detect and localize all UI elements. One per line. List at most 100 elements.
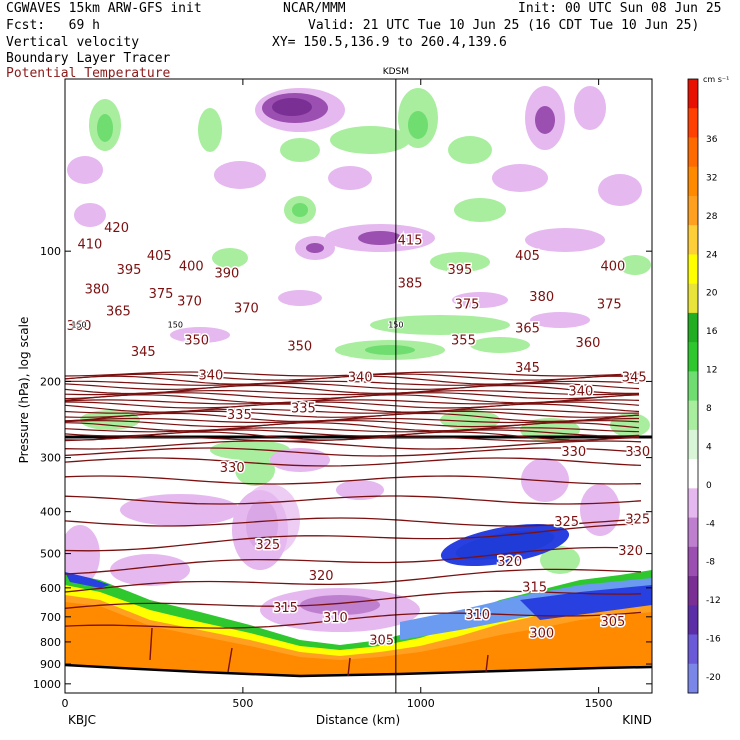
theta-label: 410	[77, 238, 102, 253]
x-tick-label: 1000	[407, 697, 435, 710]
colorbar-label: 4	[706, 442, 712, 452]
theta-label: 320	[309, 569, 334, 584]
colorbar-swatch	[688, 488, 698, 518]
xy-coords: XY= 150.5,136.9 to 260.4,139.6	[272, 35, 507, 50]
y-tick-label: 600	[40, 582, 61, 595]
theta-label: 305	[369, 634, 394, 649]
theta-label: 385	[398, 276, 423, 291]
theta-label: 365	[515, 321, 540, 336]
theta-label: 405	[515, 249, 540, 264]
theta-label: 365	[106, 304, 131, 319]
colorbar-label: 16	[706, 327, 718, 337]
x-tick-label: 0	[62, 697, 69, 710]
theta-line	[65, 436, 640, 442]
colorbar-swatch	[688, 342, 698, 372]
colorbar-swatch	[688, 79, 698, 109]
x-axis: 0 500 1000 1500	[62, 79, 613, 710]
colorbar-swatch	[688, 634, 698, 665]
colorbar-swatch	[688, 400, 698, 431]
x-axis-label: Distance (km)	[316, 713, 400, 727]
right-station-label: KIND	[622, 713, 652, 727]
colorbar-label: 8	[706, 404, 712, 414]
y-tick-label: 200	[40, 375, 61, 388]
colorbar-label: 36	[706, 135, 718, 145]
colorbar-label: -12	[706, 596, 721, 606]
theta-label: 325	[554, 515, 579, 530]
theta-label: 320	[618, 544, 643, 559]
theta-line	[65, 380, 640, 386]
colorbar: -20 -16 -12 -8 -4 0 4 8 12 16 20 24 28 32 36	[687, 78, 721, 694]
theta-label: 330	[625, 445, 650, 460]
theta-label: 325	[255, 538, 280, 553]
theta-label: 355	[451, 333, 476, 348]
y-tick-label: 400	[40, 506, 61, 519]
theta-line	[65, 475, 642, 485]
theta-label: 325	[625, 513, 650, 528]
theta-label: 405	[147, 249, 172, 264]
theta-label: 305	[600, 615, 625, 630]
colorbar-label: 32	[706, 173, 717, 183]
colorbar-swatch	[688, 459, 698, 489]
forecast-hour: Fcst: 69 h	[6, 18, 100, 33]
colorbar-label: 0	[706, 481, 712, 491]
x-tick-label: 1500	[585, 697, 613, 710]
theta-label: 310	[465, 608, 490, 623]
colorbar-swatch	[688, 576, 698, 606]
theta-label: 315	[273, 601, 298, 616]
colorbar-swatch	[688, 429, 698, 460]
theta-line	[65, 523, 642, 552]
theta-line	[65, 371, 640, 377]
theta-line	[65, 457, 642, 467]
colorbar-swatch	[688, 663, 698, 694]
colorbar-swatch	[688, 605, 698, 635]
theta-label: 370	[177, 294, 202, 309]
theta-label: 350	[287, 339, 312, 354]
theta-label: 400	[600, 260, 625, 275]
init-time: Init: 00 UTC Sun 08 Jun 25	[518, 1, 722, 16]
colorbar-swatch	[688, 137, 698, 168]
theta-label: 335	[227, 408, 252, 423]
colorbar-label: 12	[706, 366, 717, 376]
theta-label: 375	[597, 297, 622, 312]
theta-line	[65, 422, 640, 432]
theta-label: 350	[184, 333, 209, 348]
colorbar-unit: cm s⁻¹	[703, 75, 729, 84]
theta-line	[65, 568, 642, 593]
y-axis: 100 200 300 400 500 600 700 800 900 1000	[33, 245, 652, 691]
y-tick-label: 1000	[33, 678, 61, 691]
colorbar-swatch	[688, 283, 698, 314]
model-title: CGWAVES 15km ARW-GFS init	[6, 1, 202, 16]
theta-line	[65, 401, 640, 409]
theta-label: 400	[179, 260, 204, 275]
theta-line	[65, 389, 640, 396]
theta-label: 395	[447, 263, 472, 278]
theta-label: 345	[515, 361, 540, 376]
colorbar-label: -16	[706, 635, 721, 645]
theta-label: 340	[198, 369, 223, 384]
center-label: NCAR/MMM	[283, 1, 346, 16]
theta-line	[65, 417, 640, 424]
theta-label: 310	[323, 611, 348, 626]
colorbar-swatch	[688, 312, 698, 343]
y-tick-label: 800	[40, 636, 61, 649]
plot-frame	[64, 78, 653, 694]
theta-label: 320	[497, 555, 522, 570]
theta-line	[65, 546, 642, 575]
colorbar-swatch	[688, 225, 698, 255]
theta-label: 315	[522, 580, 547, 595]
theta-label: 345	[131, 345, 156, 360]
theta-line	[65, 611, 642, 629]
theta-line	[65, 427, 640, 433]
theta-label: 380	[85, 283, 110, 298]
theta-label: 360	[67, 319, 92, 334]
theta-line	[65, 440, 642, 450]
field-label-boundary-layer-tracer: Boundary Layer Tracer	[6, 51, 171, 66]
colorbar-label: -8	[706, 558, 715, 568]
theta-line	[65, 375, 640, 385]
theta-line	[65, 590, 642, 609]
colorbar-swatch	[688, 517, 698, 548]
theta-label: 300	[529, 626, 554, 641]
theta-line	[65, 408, 640, 414]
colorbar-swatch	[688, 546, 698, 577]
